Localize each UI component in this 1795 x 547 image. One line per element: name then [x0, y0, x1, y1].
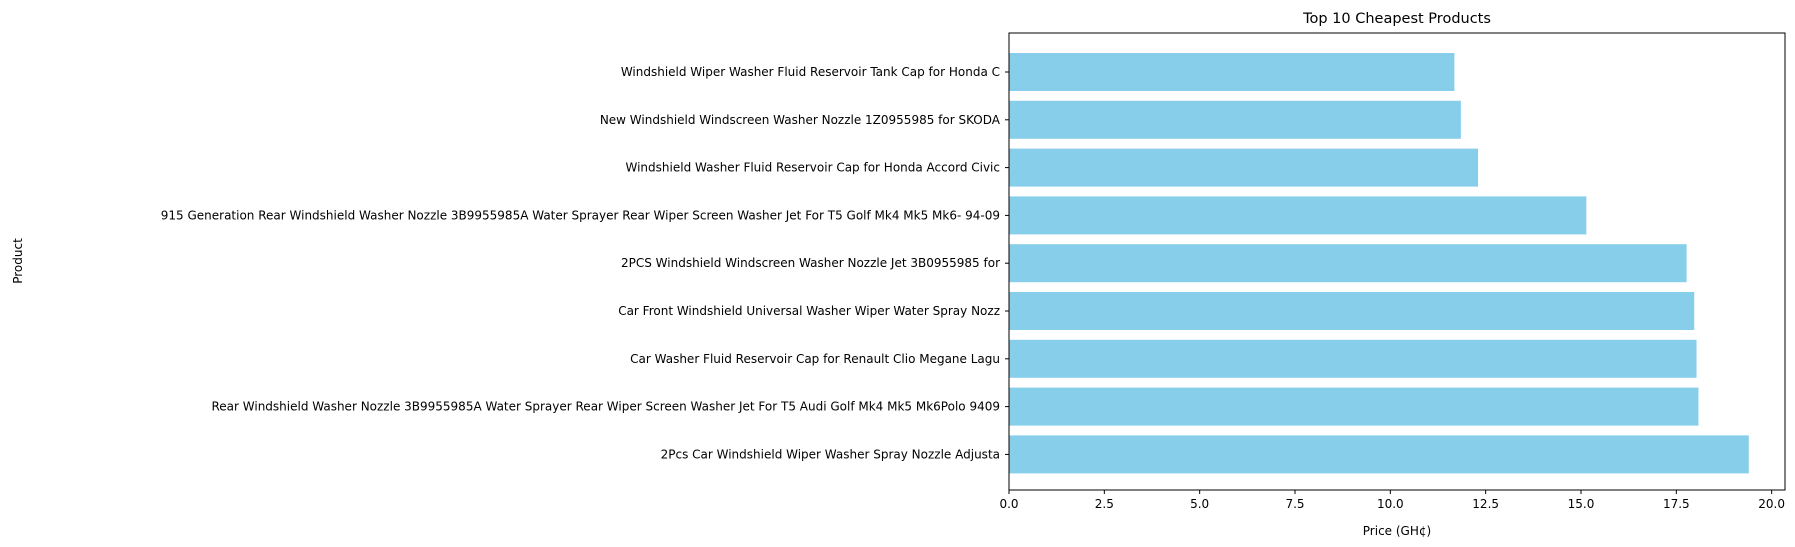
bar [1009, 387, 1699, 426]
y-tick-label: Rear Windshield Washer Nozzle 3B9955985A… [211, 400, 1000, 414]
chart-title: Top 10 Cheapest Products [1302, 11, 1491, 27]
y-tick-label: 2Pcs Car Windshield Wiper Washer Spray N… [661, 447, 1000, 461]
bar [1009, 339, 1697, 378]
x-tick-label: 7.5 [1285, 497, 1304, 511]
bar [1009, 244, 1687, 283]
bars-group [1009, 53, 1749, 474]
y-tick-label: Car Washer Fluid Reservoir Cap for Renau… [630, 352, 1000, 366]
bar [1009, 292, 1695, 330]
plot-frame [1008, 32, 1786, 491]
y-tick-label: 915 Generation Rear Windshield Washer No… [161, 208, 1000, 222]
y-axis-title: Product [11, 238, 25, 284]
y-tick-label: 2PCS Windshield Windscreen Washer Nozzle… [621, 256, 1000, 270]
y-tick-group: Windshield Wiper Washer Fluid Reservoir … [161, 65, 1009, 461]
y-tick-label: New Windshield Windscreen Washer Nozzle … [600, 113, 1001, 127]
bar [1009, 196, 1587, 235]
y-tick-label: Windshield Wiper Washer Fluid Reservoir … [621, 65, 1000, 79]
bar [1009, 53, 1455, 91]
bar [1009, 148, 1479, 187]
x-tick-group: 0.0 2.5 5.0 7.5 10.0 12.5 15.0 17.5 20.0 [999, 490, 1785, 511]
x-tick-label: 0.0 [999, 497, 1018, 511]
y-tick-label: Windshield Washer Fluid Reservoir Cap fo… [626, 161, 1001, 175]
x-tick-label: 17.5 [1663, 497, 1690, 511]
y-tick-label: Car Front Windshield Universal Washer Wi… [618, 304, 1000, 318]
bar [1009, 435, 1749, 474]
x-tick-label: 2.5 [1095, 497, 1114, 511]
x-axis-title: Price (GH¢) [1363, 524, 1431, 538]
x-tick-label: 5.0 [1190, 497, 1209, 511]
bar [1009, 100, 1461, 139]
x-tick-label: 15.0 [1568, 497, 1595, 511]
x-tick-label: 20.0 [1758, 497, 1785, 511]
x-tick-label: 10.0 [1377, 497, 1404, 511]
x-tick-label: 12.5 [1472, 497, 1499, 511]
